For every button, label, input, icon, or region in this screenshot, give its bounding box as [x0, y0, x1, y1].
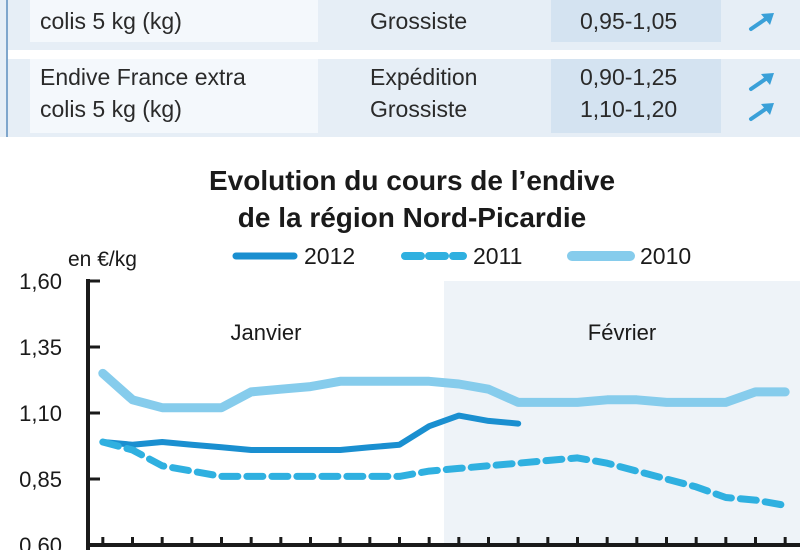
legend-label-2012: 2012	[304, 243, 355, 269]
row-separator	[8, 50, 800, 59]
y-tick-label: 1,10	[19, 401, 62, 426]
y-tick-label: 0,60	[19, 533, 62, 550]
y-tick-label: 1,35	[19, 335, 62, 360]
period-label: Janvier	[231, 320, 302, 345]
period-band-0	[88, 281, 444, 545]
legend-label-2010: 2010	[640, 243, 691, 269]
up-right-arrow-icon	[749, 73, 774, 91]
stage-label: Grossiste	[370, 96, 468, 122]
price-cell	[551, 0, 721, 42]
price-cell	[551, 59, 721, 133]
y-axis-unit-label: en €/kg	[68, 248, 137, 271]
product-label: colis 5 kg (kg)	[40, 96, 182, 122]
price-value: 1,10-1,20	[580, 96, 678, 122]
product-label: Endive France extra	[40, 64, 246, 90]
table-row	[30, 0, 318, 42]
y-tick-label: 0,85	[19, 467, 62, 492]
price-value: 0,90-1,25	[580, 64, 678, 90]
legend-label-2011: 2011	[473, 243, 522, 269]
series-line-2012	[99, 412, 522, 453]
up-right-arrow-icon	[749, 103, 774, 121]
y-tick-label: 1,60	[19, 269, 62, 294]
axes: 1,60 1,35 1,10 0,85 0,60	[19, 269, 800, 550]
price-value: 0,95-1,05	[580, 8, 678, 34]
series-line-2011	[99, 438, 789, 509]
up-right-arrow-icon	[749, 13, 774, 31]
legend: 2012 2011 2010	[232, 243, 691, 269]
product-label: colis 5 kg (kg)	[40, 8, 182, 34]
chart-title-line-2: de la région Nord-Picardie	[238, 202, 587, 233]
series-line-2010	[98, 368, 790, 413]
chart-title-line-1: Evolution du cours de l’endive	[209, 165, 615, 196]
price-evolution-chart: Janvier Février Evolution du cours de l’e…	[19, 165, 800, 550]
table-left-rule	[6, 0, 8, 137]
price-table: colis 5 kg (kg) Grossiste 0,95-1,05 Endi…	[0, 0, 800, 137]
table-row	[30, 59, 318, 133]
period-label: Février	[588, 320, 656, 345]
stage-label: Grossiste	[370, 8, 468, 34]
stage-label: Expédition	[370, 64, 478, 90]
